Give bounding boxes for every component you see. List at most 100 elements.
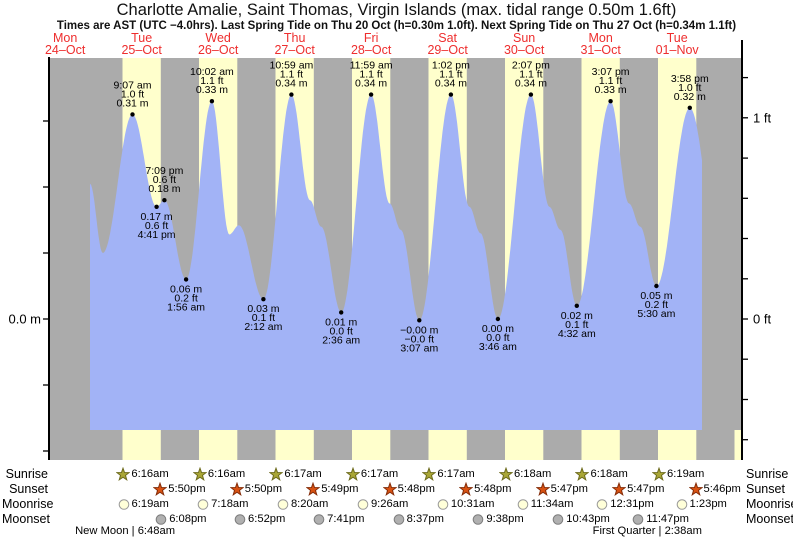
moonrise-circle-icon [118, 498, 129, 510]
moonset-circle-icon [155, 513, 167, 525]
low-tide-label-line: 0.1 ft [252, 312, 275, 324]
weekday-text: Tue [666, 31, 688, 45]
tide-water-area [90, 94, 702, 430]
day-column-label: Thu 27–Oct [257, 31, 333, 56]
moonset-event: 7:41pm [312, 511, 364, 526]
high-tide-dot [687, 105, 692, 111]
sunrise-event: 6:16am [116, 466, 169, 481]
moon-phase-note: First Quarter | 2:38am [592, 525, 702, 537]
moonset-time: 9:38pm [486, 512, 524, 525]
high-tide-label-line: 3:07 pm [592, 66, 630, 78]
moon-circle-shape [393, 513, 404, 525]
day-column-label: Tue 01–Nov [639, 31, 715, 56]
moonrise-event: 8:20am [276, 496, 328, 511]
sunset-event: 5:48pm [382, 481, 435, 496]
sunrise-star-icon [652, 466, 667, 481]
weekday-text: Mon [588, 31, 613, 45]
day-column-label: Wed 26–Oct [180, 32, 256, 56]
sunset-star-icon [153, 481, 168, 496]
low-tide-dot [654, 283, 659, 289]
tide-curve-chart: 0.0 m1 ft0 ft 9:07 am1.0 ft0.31 m7:09 pm… [8, 40, 771, 460]
moon-circle-shape [596, 498, 608, 510]
sunset-star-icon [612, 481, 627, 496]
sunset-event: 5:49pm [306, 481, 359, 496]
star-shape [422, 466, 437, 481]
low-tide-label-line: 0.17 m [141, 211, 173, 223]
star-shape [688, 481, 703, 496]
high-tide-label-line: 1.1 ft [599, 75, 622, 87]
high-tide-label-line: 1.0 ft [121, 88, 144, 100]
star-shape [192, 466, 207, 481]
high-tide-label-line: 1.1 ft [519, 69, 542, 81]
high-tide-dot [368, 92, 374, 97]
low-tide-label-line: 0.6 ft [145, 220, 168, 232]
sunrise-time: 6:17am [284, 467, 322, 480]
sunrise-time: 6:18am [590, 467, 628, 480]
high-tide-label-line: 1.1 ft [439, 69, 462, 81]
day-column-label: Fri 28–Oct [333, 31, 409, 56]
sunset-row-label-right: Sunset [746, 482, 785, 496]
date-text: 25–Oct [121, 42, 162, 57]
sunset-time: 5:49pm [321, 482, 359, 495]
high-tide-label-line: 3:58 pm [671, 73, 709, 85]
high-tide-label-line: 1.1 ft [200, 75, 223, 87]
high-tide-label-line: 1.1 ft [280, 69, 303, 81]
moon-circle-shape [277, 498, 289, 510]
moon-circle-shape [473, 513, 484, 525]
sunset-star-icon [306, 481, 321, 496]
high-tide-label-line: 2:07 pm [512, 60, 550, 72]
moonset-circle-icon [632, 513, 644, 525]
low-tide-label-line: 2:36 am [322, 334, 360, 346]
low-tide-label-line: 0.05 m [640, 290, 672, 302]
moonset-time: 10:43pm [566, 512, 610, 525]
high-tide-label-line: 0.18 m [148, 183, 180, 195]
low-tide-label-line: 0.00 m [482, 323, 514, 335]
sunrise-star-icon [116, 466, 131, 481]
moonset-event: 6:52pm [233, 511, 285, 526]
day-column-label: Tue 25–Oct [104, 32, 180, 57]
moon-circle-shape [197, 498, 209, 510]
high-tide-dot [448, 92, 454, 97]
star-shape [345, 466, 360, 481]
low-tide-dot [574, 303, 579, 308]
sunrise-time: 6:17am [437, 467, 475, 480]
weekday-text: Sat [438, 31, 458, 45]
sunrise-star-icon [575, 466, 590, 481]
day-column-label: Mon 24–Oct [27, 32, 103, 56]
moonset-circle-icon [473, 513, 484, 525]
low-tide-label-line: 0.01 m [325, 316, 357, 328]
moonrise-circle-icon [676, 498, 687, 510]
low-tide-label-line: −0.0 ft [405, 333, 435, 345]
sunrise-row-label-right: Sunrise [746, 467, 789, 481]
sunrise-time: 6:19am [667, 467, 705, 480]
moonset-circle-icon [313, 513, 325, 525]
high-tide-label-line: 0.33 m [595, 84, 627, 96]
sunset-event: 5:50pm [153, 481, 206, 496]
sunrise-time: 6:17am [360, 467, 399, 480]
sunrise-star-icon [498, 466, 513, 481]
moonrise-circle-icon [517, 498, 529, 510]
moon-circle-shape [313, 513, 325, 525]
moonrise-circle-icon [596, 498, 608, 510]
moonset-circle-icon [234, 513, 246, 525]
no-data-left [49, 58, 90, 460]
low-tide-dot [417, 318, 422, 323]
moon-circle-shape [357, 498, 369, 510]
low-tide-dot [261, 297, 266, 302]
low-tide-label-line: 2:12 am [244, 321, 282, 333]
weekday-text: Fri [363, 31, 379, 45]
day-column-label: Sun 30–Oct [486, 32, 562, 56]
weekday-text: Thu [283, 31, 306, 45]
axes: 0.0 m 1 ft 0 ft [8, 40, 771, 460]
high-tide-dot [528, 92, 534, 97]
moon-circle-shape [234, 513, 246, 525]
moon-phase-note: New Moon | 6:48am [75, 525, 176, 537]
sunset-time: 5:50pm [244, 482, 283, 495]
moonrise-time: 12:31pm [610, 497, 654, 510]
moon-circle-shape [118, 498, 129, 510]
low-tide-label-line: 3:46 am [479, 341, 517, 353]
high-tide-label-line: 7:09 pm [145, 165, 183, 177]
page-title: Charlotte Amalie, Saint Thomas, Virgin I… [116, 1, 677, 19]
high-tide-label-line: 1.0 ft [678, 82, 701, 94]
sunset-time: 5:48pm [474, 482, 512, 495]
